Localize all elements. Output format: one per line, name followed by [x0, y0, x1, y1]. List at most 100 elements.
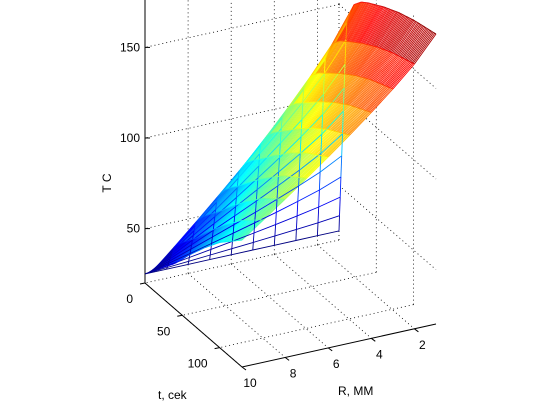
mesh-line [228, 160, 251, 189]
mesh-line [405, 59, 408, 61]
mesh-line [326, 74, 349, 103]
mesh-line [330, 41, 353, 74]
mesh-line [331, 41, 354, 74]
mesh-line [212, 224, 235, 238]
mesh-line [410, 61, 413, 64]
mesh-line [318, 172, 321, 191]
mesh-line [194, 251, 196, 254]
mesh-line [195, 221, 198, 223]
mesh-line [202, 225, 225, 250]
mesh-line [276, 200, 299, 213]
mesh-line [363, 49, 386, 79]
mesh-line [187, 261, 190, 265]
mesh-line [210, 230, 212, 232]
mesh-line [346, 44, 369, 75]
mesh-line [367, 8, 390, 45]
mesh-line [373, 80, 375, 82]
mesh-line [326, 53, 329, 56]
mesh-line [283, 113, 286, 116]
mesh-line [419, 23, 422, 26]
mesh-line [261, 140, 264, 143]
mesh-line [206, 223, 229, 248]
mesh-line [316, 41, 340, 74]
mesh-line [405, 15, 408, 18]
mesh-line [271, 176, 294, 200]
mesh-line [289, 102, 312, 131]
mesh-line [347, 44, 370, 75]
mesh-line [297, 154, 320, 178]
mesh-line [302, 73, 325, 103]
mesh-line [297, 189, 320, 202]
mesh-line [245, 162, 247, 164]
mesh-line [165, 240, 189, 267]
mesh-line [386, 85, 389, 88]
mesh-line [262, 139, 265, 142]
mesh-line [368, 51, 391, 80]
mesh-line [309, 73, 333, 103]
mesh-line [237, 153, 260, 179]
mesh-line [381, 58, 404, 85]
mesh-line [287, 153, 311, 177]
mesh-line [257, 198, 280, 221]
mesh-line [328, 49, 331, 52]
mesh-line [272, 152, 295, 178]
mesh-line [361, 84, 384, 110]
mesh-line [330, 74, 353, 103]
mesh-line [391, 63, 414, 89]
mesh-line [331, 105, 354, 131]
mesh-line [271, 152, 294, 178]
z-tick-label: 50 [127, 222, 141, 236]
mesh-line [337, 42, 360, 74]
mesh-line [286, 152, 310, 177]
mesh-line [412, 19, 415, 21]
mesh-line [348, 45, 371, 75]
mesh-line [195, 196, 218, 223]
mesh-line [231, 241, 254, 250]
mesh-line [269, 152, 292, 178]
mesh-line [277, 152, 300, 177]
mesh-line [374, 11, 397, 47]
mesh-line [199, 248, 202, 251]
mesh-line [185, 256, 187, 258]
mesh-line [248, 156, 271, 183]
mesh-line [318, 73, 342, 102]
mesh-line [204, 232, 207, 235]
mesh-line [412, 32, 436, 64]
mesh-line [289, 153, 312, 177]
mesh-line [169, 244, 192, 260]
mesh-line [191, 240, 193, 245]
mesh-line [215, 187, 238, 210]
mesh-line [301, 101, 325, 129]
mesh-line [374, 80, 376, 83]
y-tick [139, 282, 146, 285]
mesh-line [355, 46, 378, 76]
x-tick-label: 8 [290, 366, 297, 380]
mesh-line [257, 131, 280, 160]
mesh-line [405, 28, 428, 60]
mesh-line [375, 81, 378, 83]
mesh-line [317, 215, 340, 224]
mesh-line [244, 163, 246, 165]
mesh-line [414, 20, 417, 23]
mesh-line [315, 41, 338, 75]
mesh-line [211, 186, 234, 215]
mesh-line [270, 176, 293, 200]
mesh-line [297, 101, 320, 130]
mesh-line [304, 101, 327, 129]
mesh-line [323, 39, 347, 75]
mesh-line [281, 177, 304, 200]
mesh-line [423, 25, 426, 28]
mesh-line [307, 72, 331, 103]
mesh-line [264, 153, 287, 179]
mesh-line [251, 155, 275, 182]
mesh-line [314, 73, 337, 103]
mesh-line [337, 107, 360, 133]
mesh-line [370, 52, 393, 81]
mesh-line [174, 246, 176, 248]
mesh-line [214, 197, 237, 218]
mesh-line [216, 196, 218, 203]
mesh-line [191, 230, 214, 246]
mesh-line [316, 222, 319, 236]
mesh-line [427, 28, 429, 30]
mesh-line [258, 131, 281, 160]
